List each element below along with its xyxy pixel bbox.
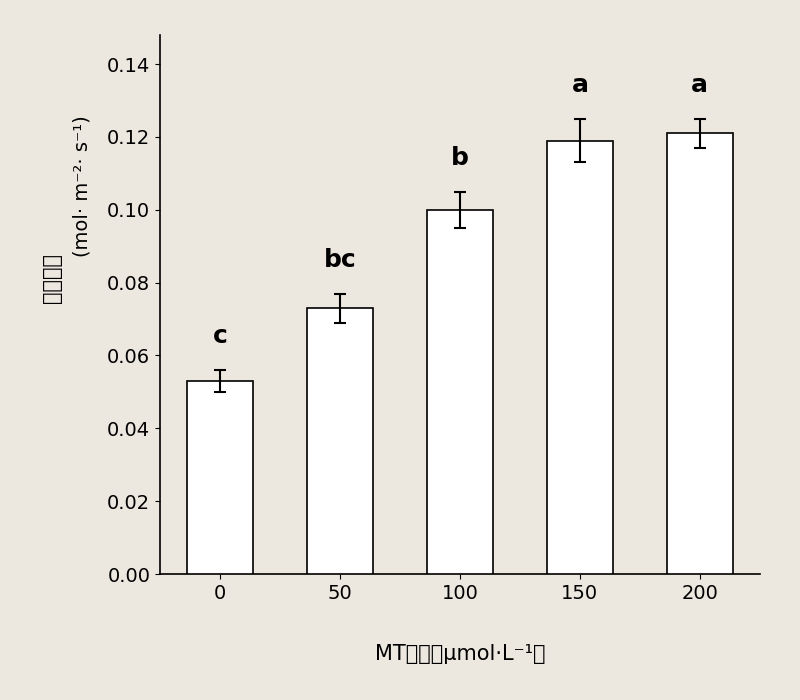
Text: MT浓度（μmol·L⁻¹）: MT浓度（μmol·L⁻¹） [374, 644, 546, 664]
Text: b: b [451, 146, 469, 170]
Bar [307, 308, 373, 574]
Text: (mol· m⁻²· s⁻¹): (mol· m⁻²· s⁻¹) [73, 115, 91, 257]
Bar [666, 133, 733, 574]
Bar [427, 210, 493, 574]
Text: a: a [691, 73, 708, 97]
Bar [547, 141, 613, 574]
Text: c: c [213, 324, 228, 348]
Text: 气孔导度: 气孔导度 [42, 253, 62, 302]
Bar [187, 381, 254, 574]
Text: a: a [571, 73, 588, 97]
Text: bc: bc [324, 248, 357, 272]
